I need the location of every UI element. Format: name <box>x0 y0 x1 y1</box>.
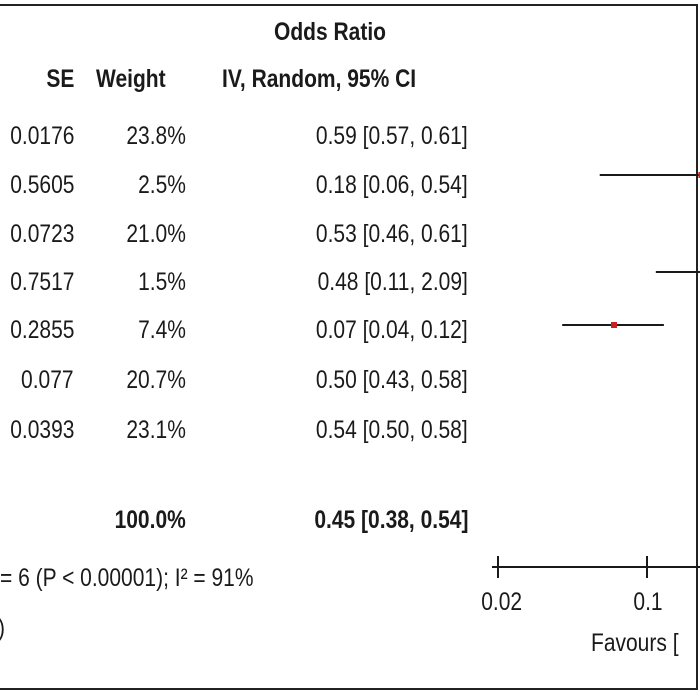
ci-value: 0.59 [0.57, 0.61] <box>316 122 468 150</box>
weight-value: 21.0% <box>126 220 186 248</box>
axis-caption-favours: Favours [ <box>591 629 679 657</box>
odds-ratio-header: Odds Ratio <box>273 18 387 46</box>
ci-value: 0.50 [0.43, 0.58] <box>316 366 468 394</box>
effect-marker <box>610 322 617 328</box>
se-value: 0.0723 <box>9 220 74 248</box>
se-value: 0.077 <box>21 366 74 394</box>
ci-value: 0.48 [0.11, 2.09] <box>317 268 468 296</box>
se-value: 0.7517 <box>9 268 74 296</box>
x-tick-label: 0.1 <box>633 588 663 616</box>
se-value: 0.0393 <box>9 416 74 444</box>
weight-value: 23.8% <box>126 122 186 150</box>
se-value: 0.5605 <box>9 171 74 199</box>
se-value: 0.0176 <box>9 122 74 150</box>
ci-value: 0.18 [0.06, 0.54] <box>316 171 468 199</box>
total-weight: 100.0% <box>114 506 186 534</box>
weight-value: 23.1% <box>126 416 186 444</box>
ci-value: 0.53 [0.46, 0.61] <box>316 220 468 248</box>
figure-frame <box>0 4 698 690</box>
weight-value: 7.4% <box>138 316 186 344</box>
effect-marker <box>698 172 700 178</box>
se-value: 0.2855 <box>9 316 74 344</box>
total-ci: 0.45 [0.38, 0.54] <box>313 506 468 534</box>
overall-effect-text: ) <box>0 616 5 641</box>
ci-column-header: IV, Random, 95% CI <box>222 65 417 93</box>
heterogeneity-text: = 6 (P < 0.00001); I² = 91% <box>0 564 254 592</box>
ci-value: 0.54 [0.50, 0.58] <box>316 416 468 444</box>
ci-value: 0.07 [0.04, 0.12] <box>316 316 468 344</box>
weight-column-header: Weight <box>96 65 166 93</box>
se-column-header: SE <box>45 65 74 93</box>
weight-value: 1.5% <box>138 268 186 296</box>
weight-value: 20.7% <box>126 366 186 394</box>
weight-value: 2.5% <box>138 171 186 199</box>
